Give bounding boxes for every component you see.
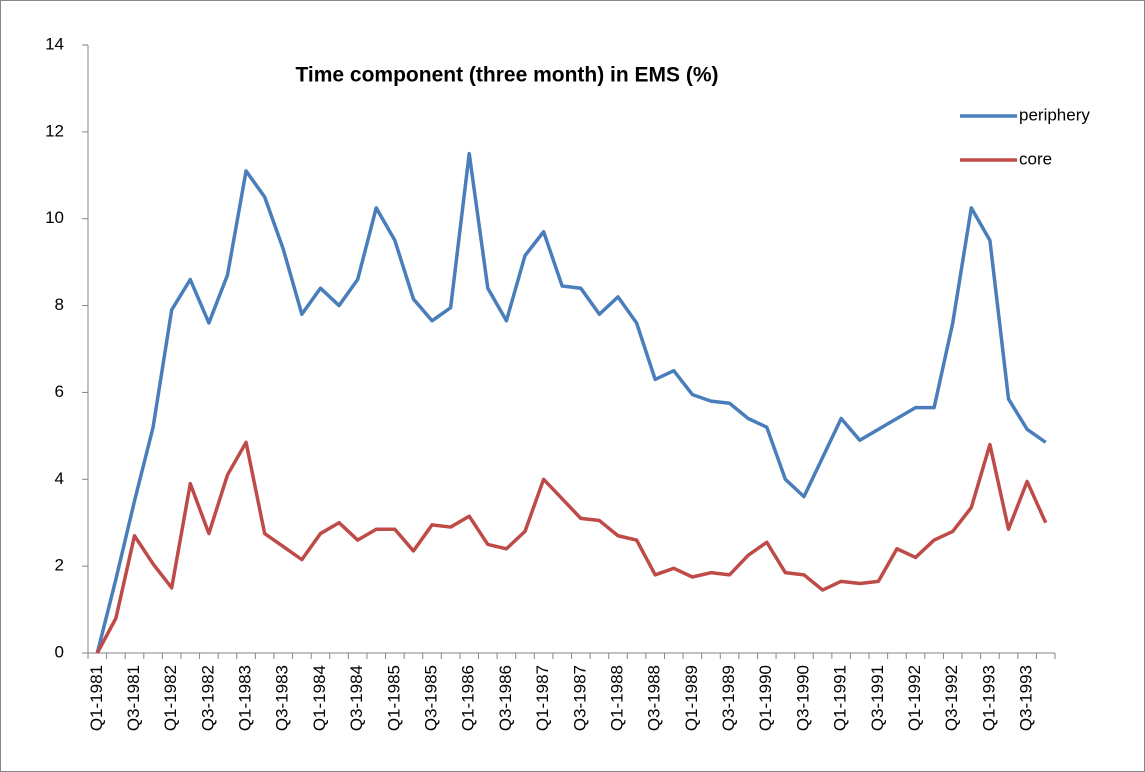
legend-label: core [1019, 149, 1052, 168]
x-tick-label: Q1-1984 [310, 665, 329, 731]
chart-title: Time component (three month) in EMS (%) [295, 64, 718, 87]
y-tick-label: 12 [45, 121, 64, 140]
x-tick-label: Q1-1992 [905, 665, 924, 731]
y-tick-label: 10 [45, 208, 64, 227]
y-tick-label: 4 [55, 469, 64, 488]
x-tick-label: Q3-1981 [124, 665, 143, 731]
x-tick-label: Q3-1987 [570, 665, 589, 731]
x-tick-label: Q3-1990 [793, 665, 812, 731]
x-tick-label: Q1-1982 [161, 665, 180, 731]
x-tick-label: Q3-1988 [645, 665, 664, 731]
x-tick-label: Q3-1982 [198, 665, 217, 731]
x-tick-label: Q3-1991 [868, 665, 887, 731]
x-tick-label: Q1-1981 [87, 665, 106, 731]
x-tick-label: Q1-1983 [236, 665, 255, 731]
series-line [95, 440, 1048, 654]
x-tick-label: Q1-1989 [682, 665, 701, 731]
series-line [95, 151, 1047, 654]
x-tick-label: Q3-1992 [942, 665, 961, 731]
y-tick-label: 8 [55, 295, 64, 314]
x-tick-label: Q1-1990 [756, 665, 775, 731]
x-tick-label: Q1-1986 [459, 665, 478, 731]
y-tick-label: 6 [55, 382, 64, 401]
x-tick-label: Q3-1984 [347, 665, 366, 731]
x-tick-label: Q3-1985 [422, 665, 441, 731]
x-tick-label: Q3-1986 [496, 665, 515, 731]
x-tick-label: Q1-1988 [607, 665, 626, 731]
x-tick-label: Q3-1989 [719, 665, 738, 731]
x-tick-label: Q3-1993 [1017, 665, 1036, 731]
x-tick-label: Q3-1983 [273, 665, 292, 731]
y-tick-label: 0 [55, 642, 64, 661]
x-tick-label: Q1-1985 [384, 665, 403, 731]
y-tick-label: 14 [45, 34, 64, 53]
x-tick-label: Q1-1993 [979, 665, 998, 731]
y-tick-label: 2 [55, 556, 64, 575]
legend-label: periphery [1019, 105, 1090, 124]
x-tick-label: Q1-1987 [533, 665, 552, 731]
x-tick-label: Q1-1991 [831, 665, 850, 731]
